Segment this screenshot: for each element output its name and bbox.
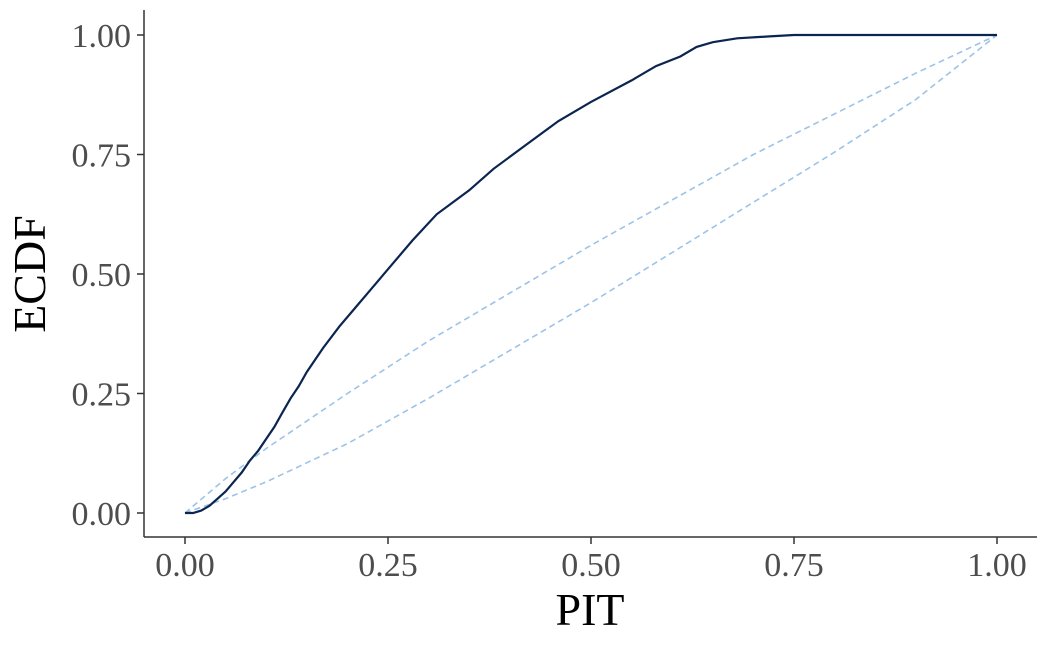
plot-area (184, 33, 998, 515)
lower-band-line (184, 34, 998, 514)
axes (143, 10, 1037, 538)
upper-band-line (184, 34, 998, 514)
y-tick-label: 0.25 (72, 377, 132, 414)
x-axis-title: PIT (556, 584, 625, 635)
y-tick-label: 1.00 (72, 18, 132, 55)
x-tick-label: 0.75 (764, 547, 824, 584)
y-tick-label: 0.50 (72, 257, 132, 294)
x-tick-label: 0.50 (561, 547, 621, 584)
y-tick-label: 0.75 (72, 138, 132, 175)
ecdf-line (185, 33, 997, 515)
x-tick-label: 0.00 (155, 547, 215, 584)
y-tick-label: 0.00 (72, 496, 132, 533)
y-axis-title: ECDF (4, 215, 55, 333)
x-ticks: 0.00 0.25 0.50 0.75 1.00 (155, 537, 1027, 584)
x-tick-label: 0.25 (358, 547, 418, 584)
y-ticks: 0.00 0.25 0.50 0.75 1.00 (72, 18, 144, 533)
x-tick-label: 1.00 (967, 547, 1027, 584)
